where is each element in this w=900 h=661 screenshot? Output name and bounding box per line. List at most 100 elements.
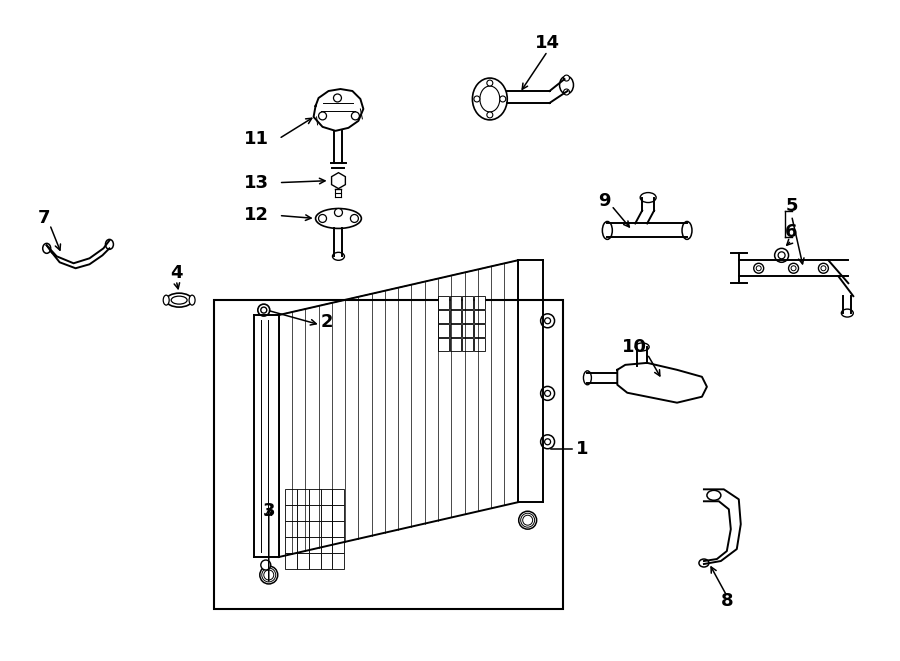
Bar xyxy=(450,324,461,337)
Bar xyxy=(462,338,472,351)
Bar xyxy=(450,296,461,309)
Text: 7: 7 xyxy=(38,210,50,227)
Circle shape xyxy=(335,208,343,217)
Bar xyxy=(474,338,485,351)
Bar xyxy=(474,296,485,309)
Ellipse shape xyxy=(842,309,853,317)
Text: 13: 13 xyxy=(244,174,269,192)
Circle shape xyxy=(544,318,551,324)
Circle shape xyxy=(518,511,536,529)
Bar xyxy=(332,553,345,569)
Text: 11: 11 xyxy=(244,130,269,148)
Bar xyxy=(332,505,345,521)
Circle shape xyxy=(500,96,506,102)
Bar xyxy=(297,521,309,537)
Bar xyxy=(284,489,297,505)
Ellipse shape xyxy=(706,490,721,500)
Ellipse shape xyxy=(480,86,500,112)
Circle shape xyxy=(487,80,493,86)
Circle shape xyxy=(821,266,826,271)
Ellipse shape xyxy=(316,208,362,229)
Bar xyxy=(309,505,320,521)
Bar xyxy=(320,521,332,537)
Text: 9: 9 xyxy=(598,192,610,210)
Ellipse shape xyxy=(682,221,692,239)
Bar xyxy=(450,310,461,323)
Ellipse shape xyxy=(640,192,656,202)
Text: 2: 2 xyxy=(320,313,333,331)
Bar xyxy=(309,489,320,505)
Bar xyxy=(332,521,345,537)
Bar xyxy=(438,296,449,309)
Circle shape xyxy=(775,249,788,262)
Circle shape xyxy=(541,387,554,401)
Bar xyxy=(309,537,320,553)
Ellipse shape xyxy=(166,293,192,307)
Circle shape xyxy=(544,439,551,445)
Circle shape xyxy=(487,112,493,118)
Bar xyxy=(214,300,562,609)
Bar xyxy=(297,553,309,569)
Bar xyxy=(320,489,332,505)
Ellipse shape xyxy=(163,295,169,305)
Text: 3: 3 xyxy=(263,502,275,520)
Ellipse shape xyxy=(332,253,345,260)
Ellipse shape xyxy=(105,239,113,249)
Bar xyxy=(438,324,449,337)
Ellipse shape xyxy=(699,559,709,567)
Bar xyxy=(332,537,345,553)
Bar xyxy=(320,505,332,521)
Circle shape xyxy=(541,435,554,449)
Bar xyxy=(462,296,472,309)
Text: 6: 6 xyxy=(786,223,797,241)
Bar xyxy=(450,338,461,351)
Text: 14: 14 xyxy=(536,34,560,52)
Circle shape xyxy=(334,94,341,102)
Ellipse shape xyxy=(42,243,50,253)
Circle shape xyxy=(544,391,551,397)
Bar xyxy=(320,553,332,569)
Bar xyxy=(462,324,472,337)
Circle shape xyxy=(541,314,554,328)
Ellipse shape xyxy=(635,343,649,351)
Bar xyxy=(297,505,309,521)
Circle shape xyxy=(319,112,327,120)
Bar xyxy=(438,310,449,323)
Bar xyxy=(309,553,320,569)
Bar xyxy=(438,338,449,351)
Ellipse shape xyxy=(602,221,612,239)
Circle shape xyxy=(778,252,785,259)
Circle shape xyxy=(818,263,828,273)
Bar xyxy=(284,537,297,553)
Circle shape xyxy=(351,112,359,120)
Circle shape xyxy=(257,304,270,316)
Text: 4: 4 xyxy=(170,264,183,282)
Bar xyxy=(309,521,320,537)
Bar xyxy=(320,537,332,553)
Circle shape xyxy=(319,214,327,223)
Bar xyxy=(297,489,309,505)
Text: 1: 1 xyxy=(575,440,588,459)
Bar xyxy=(284,553,297,569)
Bar xyxy=(297,537,309,553)
Text: 8: 8 xyxy=(721,592,734,610)
Ellipse shape xyxy=(583,371,591,385)
Ellipse shape xyxy=(560,76,573,94)
Bar xyxy=(462,310,472,323)
Circle shape xyxy=(261,560,271,570)
Ellipse shape xyxy=(189,295,195,305)
Ellipse shape xyxy=(472,78,508,120)
Circle shape xyxy=(756,266,761,271)
Circle shape xyxy=(261,307,266,313)
Text: 10: 10 xyxy=(622,338,647,356)
Bar xyxy=(284,505,297,521)
Text: 5: 5 xyxy=(786,196,797,215)
Circle shape xyxy=(753,263,764,273)
Circle shape xyxy=(260,566,278,584)
Bar xyxy=(474,310,485,323)
Text: 12: 12 xyxy=(244,206,269,225)
Bar xyxy=(332,489,345,505)
Circle shape xyxy=(791,266,796,271)
Circle shape xyxy=(563,89,570,95)
Ellipse shape xyxy=(171,296,187,304)
